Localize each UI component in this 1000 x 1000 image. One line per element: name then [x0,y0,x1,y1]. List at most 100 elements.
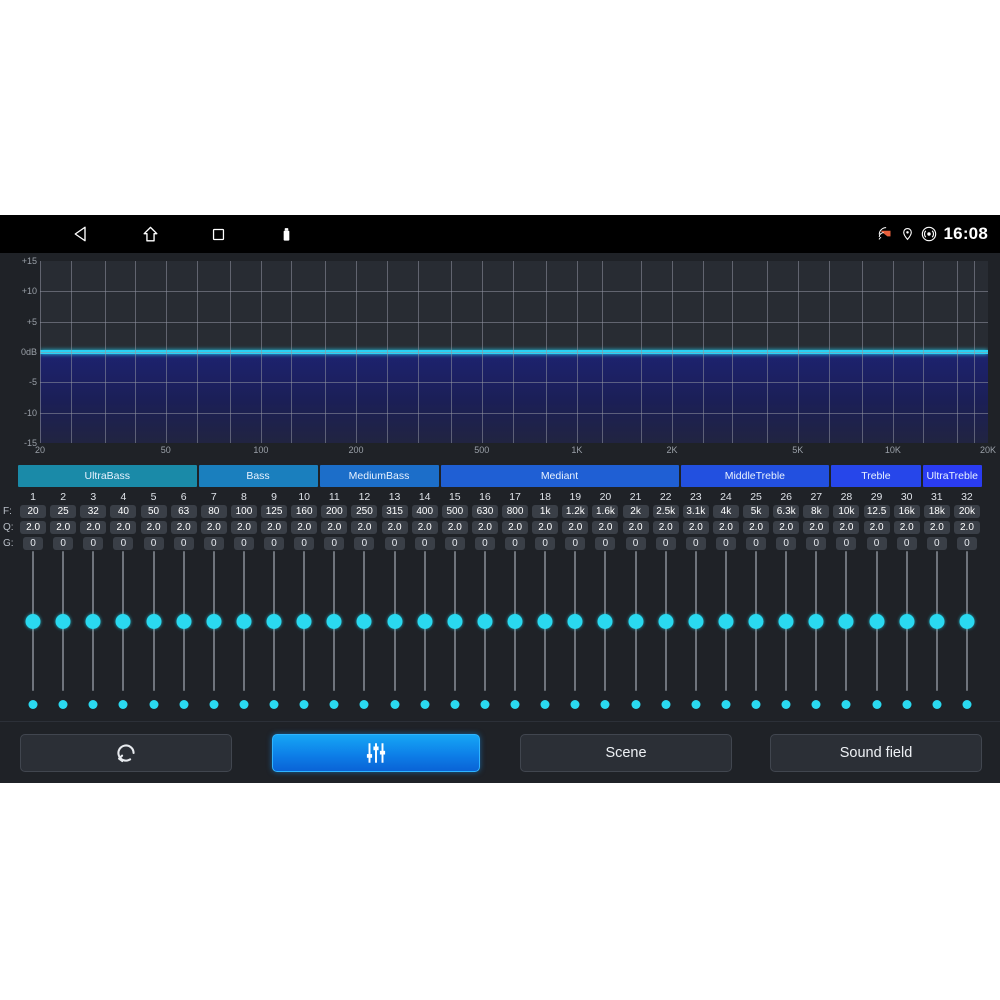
band-slider-thumb[interactable] [236,614,252,629]
band-slider-thumb[interactable] [25,614,41,629]
band-frequency[interactable]: 6.3k [773,505,800,518]
band-gain[interactable]: 0 [715,537,736,550]
scene-button[interactable]: Scene [520,734,732,772]
band-frequency[interactable]: 400 [411,505,438,518]
band-q-factor[interactable]: 2.0 [200,521,227,534]
band-reset-dot[interactable] [932,700,942,709]
band-frequency[interactable]: 18k [923,505,950,518]
band-gain[interactable]: 0 [474,537,495,550]
band-reset-dot[interactable] [239,700,249,709]
band-q-factor[interactable]: 2.0 [502,521,529,534]
band-frequency[interactable]: 40 [110,505,137,518]
band-q-factor[interactable]: 2.0 [441,521,468,534]
band-slider-thumb[interactable] [206,614,222,629]
band-slider-thumb[interactable] [146,614,162,629]
band-q-factor[interactable]: 2.0 [893,521,920,534]
band-slider-thumb[interactable] [85,614,101,629]
band-slider-thumb[interactable] [718,614,734,629]
band-gain[interactable]: 0 [926,537,947,550]
band-group-tab-mediant[interactable]: Mediant [440,465,679,487]
band-gain[interactable]: 0 [294,537,315,550]
band-reset-dot[interactable] [872,700,882,709]
band-gain[interactable]: 0 [264,537,285,550]
band-group-tab-middletreble[interactable]: MiddleTreble [680,465,830,487]
band-frequency[interactable]: 315 [381,505,408,518]
band-gain[interactable]: 0 [173,537,194,550]
band-gain[interactable]: 0 [23,537,44,550]
band-reset-dot[interactable] [299,700,309,709]
band-reset-dot[interactable] [540,700,550,709]
band-q-factor[interactable]: 2.0 [712,521,739,534]
band-frequency[interactable]: 63 [170,505,197,518]
band-q-factor[interactable]: 2.0 [20,521,47,534]
band-reset-dot[interactable] [661,700,671,709]
band-frequency[interactable]: 1.6k [592,505,619,518]
band-q-factor[interactable]: 2.0 [562,521,589,534]
band-gain[interactable]: 0 [384,537,405,550]
band-slider-thumb[interactable] [55,614,71,629]
band-reset-dot[interactable] [28,700,38,709]
band-group-tab-ultrabass[interactable]: UltraBass [18,465,197,487]
band-slider-thumb[interactable] [778,614,794,629]
band-reset-dot[interactable] [631,700,641,709]
band-frequency[interactable]: 630 [471,505,498,518]
band-gain[interactable]: 0 [444,537,465,550]
band-q-factor[interactable]: 2.0 [652,521,679,534]
band-gain[interactable]: 0 [203,537,224,550]
band-frequency[interactable]: 160 [291,505,318,518]
band-gain[interactable]: 0 [866,537,887,550]
band-reset-dot[interactable] [118,700,128,709]
chart-plot-area[interactable] [40,261,988,443]
band-reset-dot[interactable] [902,700,912,709]
band-q-factor[interactable]: 2.0 [622,521,649,534]
band-slider-thumb[interactable] [658,614,674,629]
band-slider-thumb[interactable] [296,614,312,629]
band-q-factor[interactable]: 2.0 [592,521,619,534]
band-frequency[interactable]: 3.1k [682,505,709,518]
band-slider-thumb[interactable] [628,614,644,629]
back-icon[interactable] [48,215,116,253]
band-slider-thumb[interactable] [507,614,523,629]
band-q-factor[interactable]: 2.0 [50,521,77,534]
band-gain[interactable]: 0 [83,537,104,550]
band-frequency[interactable]: 4k [712,505,739,518]
band-frequency[interactable]: 2k [622,505,649,518]
band-gain[interactable]: 0 [896,537,917,550]
band-slider-thumb[interactable] [537,614,553,629]
band-frequency[interactable]: 20k [953,505,980,518]
reset-button[interactable] [20,734,232,772]
band-reset-dot[interactable] [841,700,851,709]
band-slider-thumb[interactable] [266,614,282,629]
band-q-factor[interactable]: 2.0 [170,521,197,534]
band-reset-dot[interactable] [721,700,731,709]
band-gain[interactable]: 0 [655,537,676,550]
sound-field-button[interactable]: Sound field [770,734,982,772]
band-slider-thumb[interactable] [176,614,192,629]
band-slider-thumb[interactable] [356,614,372,629]
band-slider-thumb[interactable] [959,614,975,629]
band-gain[interactable]: 0 [354,537,375,550]
band-frequency[interactable]: 20 [20,505,47,518]
band-frequency[interactable]: 250 [351,505,378,518]
band-reset-dot[interactable] [179,700,189,709]
usb-storage-icon[interactable] [252,215,320,253]
band-reset-dot[interactable] [149,700,159,709]
band-gain[interactable]: 0 [505,537,526,550]
band-group-tab-bass[interactable]: Bass [198,465,318,487]
band-gain[interactable]: 0 [685,537,706,550]
band-group-tab-mediumbass[interactable]: MediumBass [319,465,439,487]
band-frequency[interactable]: 16k [893,505,920,518]
band-gain[interactable]: 0 [956,537,977,550]
band-gain[interactable]: 0 [806,537,827,550]
band-frequency[interactable]: 10k [833,505,860,518]
band-q-factor[interactable]: 2.0 [140,521,167,534]
band-reset-dot[interactable] [269,700,279,709]
band-q-factor[interactable]: 2.0 [532,521,559,534]
band-reset-dot[interactable] [209,700,219,709]
band-gain[interactable]: 0 [836,537,857,550]
band-gain[interactable]: 0 [113,537,134,550]
band-sliders[interactable] [0,551,1000,711]
band-frequency[interactable]: 25 [50,505,77,518]
band-frequency[interactable]: 32 [80,505,107,518]
band-slider-thumb[interactable] [869,614,885,629]
